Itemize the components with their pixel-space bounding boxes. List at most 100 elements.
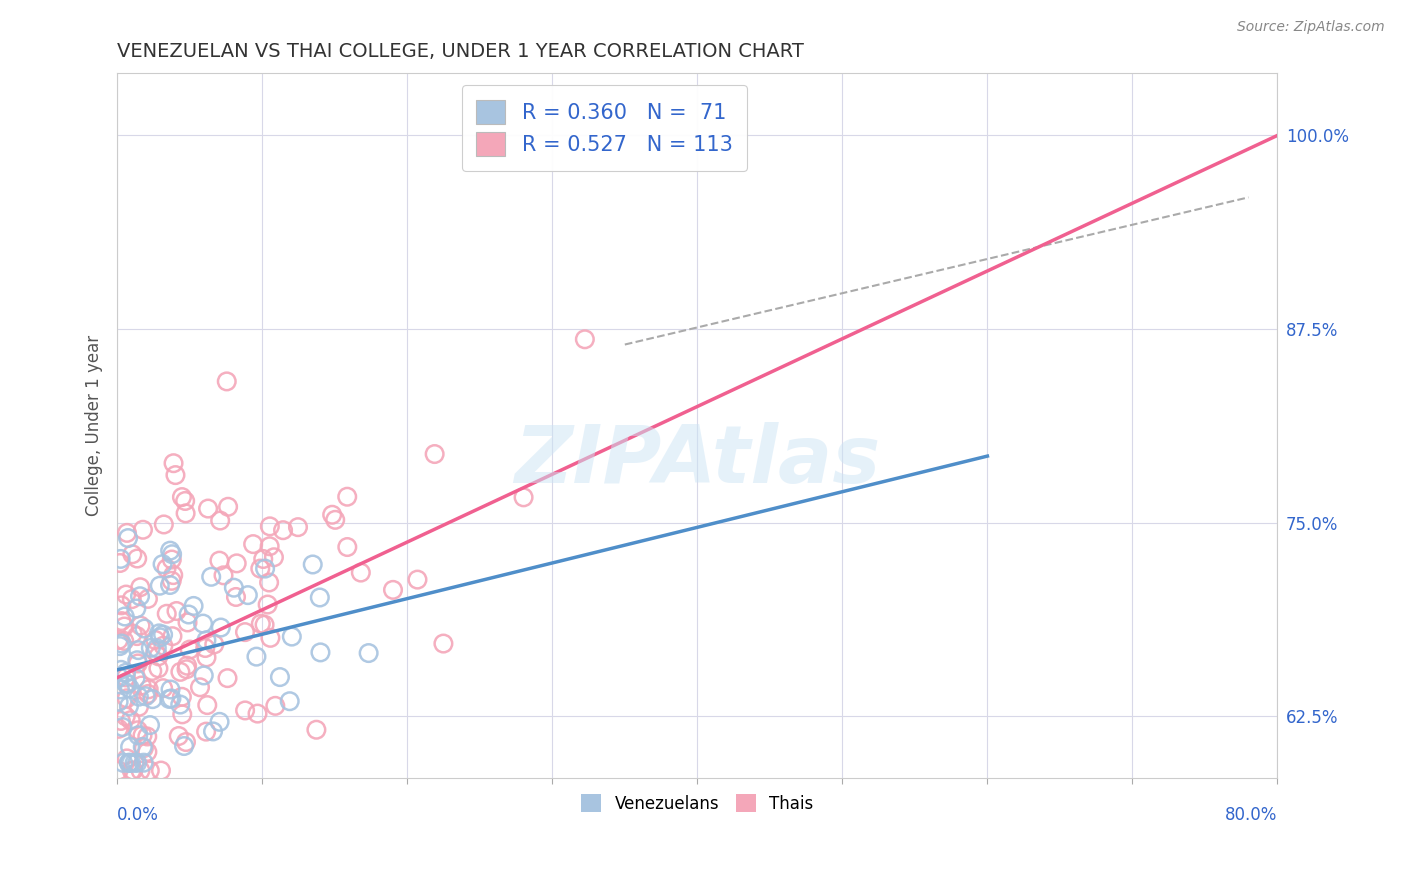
Point	[143, 632, 166, 647]
Point	[118, 681, 141, 696]
Point	[188, 680, 211, 694]
Point	[112, 634, 135, 648]
Point	[301, 558, 323, 572]
Point	[120, 739, 142, 754]
Point	[115, 588, 138, 602]
Point	[162, 456, 184, 470]
Point	[117, 531, 139, 545]
Point	[236, 588, 259, 602]
Point	[129, 764, 152, 778]
Point	[115, 670, 138, 684]
Point	[432, 636, 454, 650]
Point	[406, 573, 429, 587]
Point	[141, 692, 163, 706]
Point	[129, 618, 152, 632]
Point	[278, 694, 301, 708]
Point	[120, 713, 142, 727]
Point	[169, 698, 191, 712]
Point	[350, 566, 373, 580]
Point	[217, 500, 239, 514]
Point	[121, 764, 143, 778]
Point	[183, 599, 205, 613]
Point	[195, 724, 218, 739]
Point	[132, 741, 155, 756]
Point	[118, 699, 141, 714]
Point	[225, 590, 247, 604]
Point	[195, 650, 218, 665]
Text: ZIPAtlas: ZIPAtlas	[515, 422, 880, 500]
Point	[160, 552, 183, 566]
Point	[110, 599, 132, 613]
Point	[257, 575, 280, 590]
Point	[127, 756, 149, 770]
Point	[112, 619, 135, 633]
Point	[233, 625, 256, 640]
Point	[176, 662, 198, 676]
Point	[118, 756, 141, 770]
Point	[208, 554, 231, 568]
Point	[336, 490, 359, 504]
Point	[195, 698, 218, 712]
Point	[115, 677, 138, 691]
Point	[166, 604, 188, 618]
Point	[118, 756, 141, 770]
Point	[179, 642, 201, 657]
Point	[157, 692, 180, 706]
Point	[127, 643, 149, 657]
Point	[208, 714, 231, 729]
Point	[132, 756, 155, 770]
Point	[263, 550, 285, 565]
Point	[139, 640, 162, 655]
Point	[194, 640, 217, 655]
Point	[111, 720, 134, 734]
Point	[127, 551, 149, 566]
Point	[176, 615, 198, 630]
Point	[128, 690, 150, 704]
Point	[124, 756, 146, 770]
Point	[309, 645, 332, 659]
Point	[174, 507, 197, 521]
Text: Source: ZipAtlas.com: Source: ZipAtlas.com	[1237, 20, 1385, 34]
Point	[121, 547, 143, 561]
Point	[259, 539, 281, 553]
Point	[253, 617, 276, 632]
Point	[122, 764, 145, 778]
Point	[136, 730, 159, 744]
Point	[149, 579, 172, 593]
Point	[281, 630, 304, 644]
Point	[250, 616, 273, 631]
Point	[160, 691, 183, 706]
Point	[111, 636, 134, 650]
Point	[197, 501, 219, 516]
Point	[176, 658, 198, 673]
Point	[177, 607, 200, 622]
Point	[423, 447, 446, 461]
Point	[136, 687, 159, 701]
Point	[200, 570, 222, 584]
Point	[152, 681, 174, 695]
Point	[170, 490, 193, 504]
Point	[222, 581, 245, 595]
Text: 80.0%: 80.0%	[1225, 806, 1278, 824]
Point	[169, 665, 191, 679]
Y-axis label: College, Under 1 year: College, Under 1 year	[86, 335, 103, 516]
Point	[245, 649, 267, 664]
Point	[209, 621, 232, 635]
Point	[209, 514, 232, 528]
Point	[321, 508, 343, 522]
Point	[254, 561, 277, 575]
Point	[152, 627, 174, 641]
Point	[127, 723, 149, 738]
Point	[107, 722, 129, 736]
Point	[108, 639, 131, 653]
Point	[148, 649, 170, 664]
Point	[287, 520, 309, 534]
Point	[271, 523, 294, 537]
Point	[215, 375, 238, 389]
Point	[155, 561, 177, 575]
Point	[159, 578, 181, 592]
Point	[108, 670, 131, 684]
Point	[173, 739, 195, 753]
Point	[139, 764, 162, 778]
Point	[110, 663, 132, 677]
